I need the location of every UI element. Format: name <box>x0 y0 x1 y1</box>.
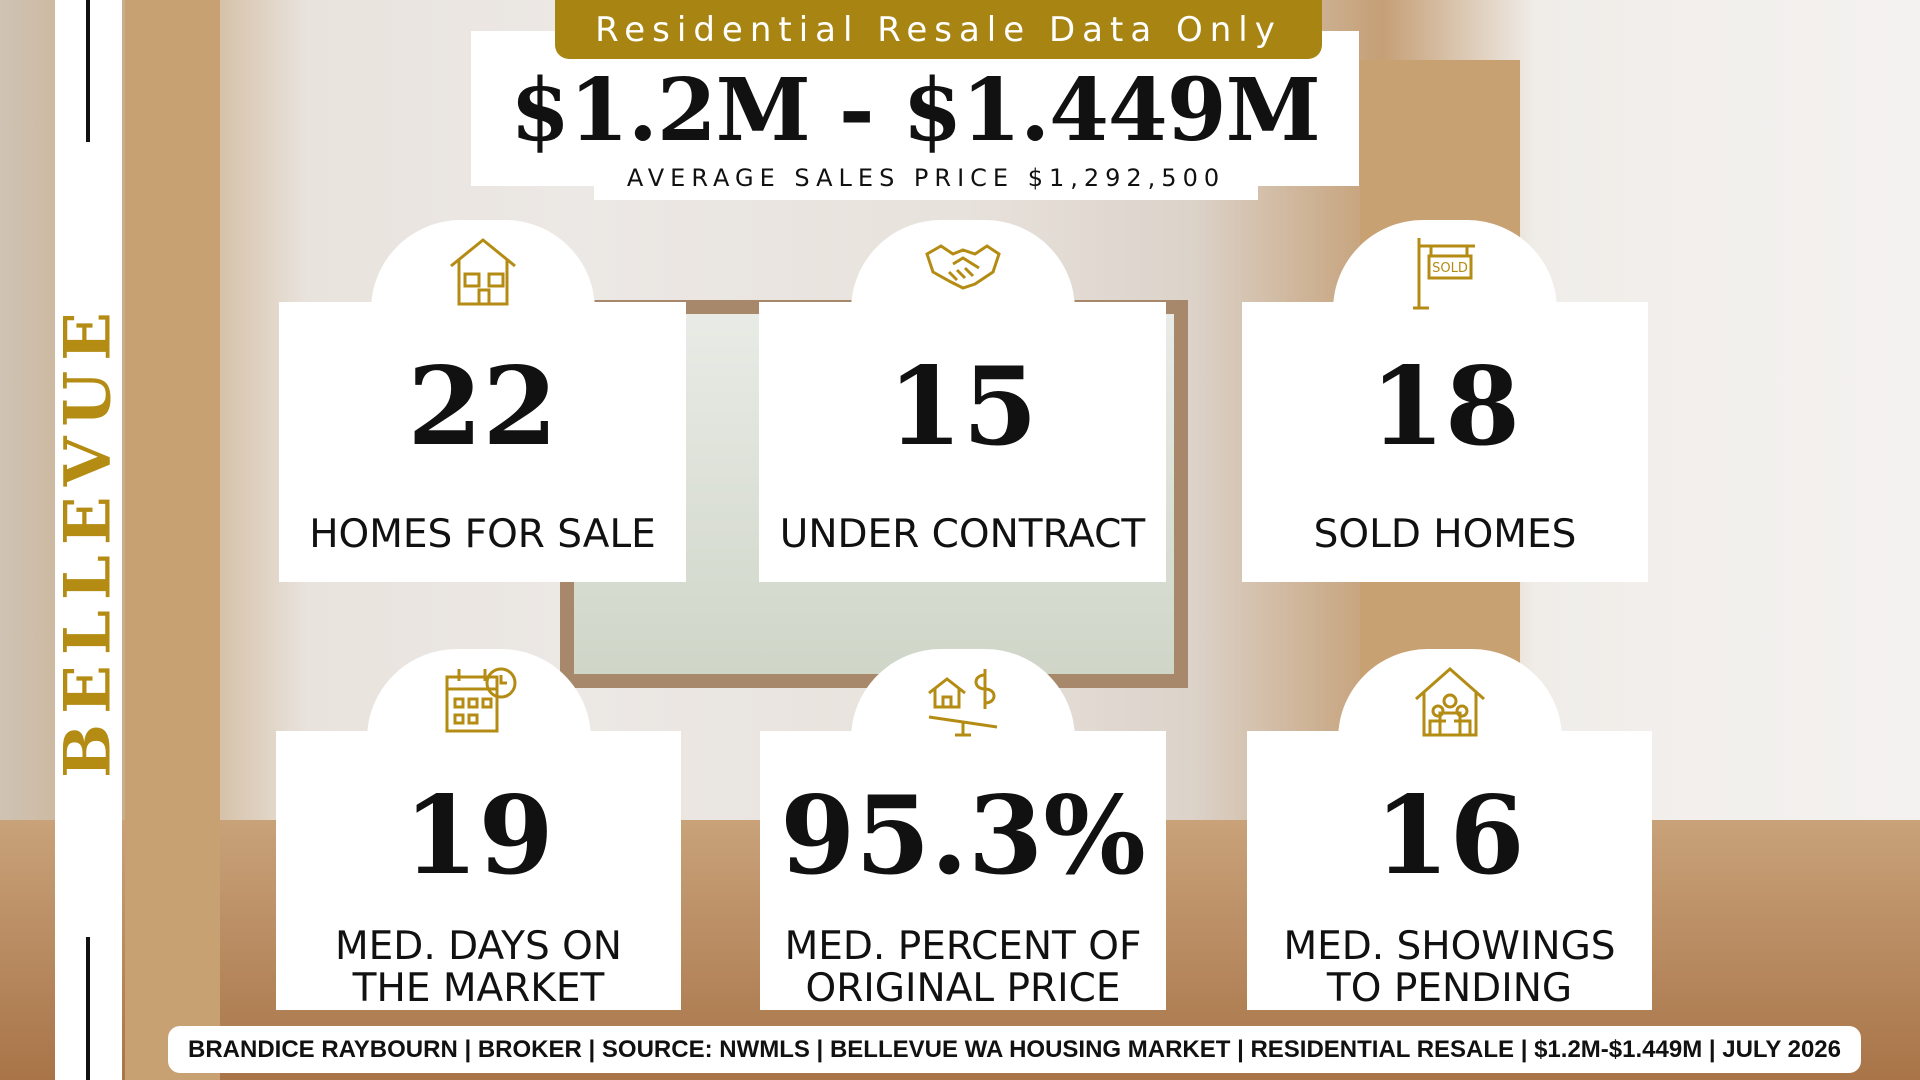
city-name: BELLEVUE <box>50 302 126 778</box>
banner: Residential Resale Data Only <box>555 0 1322 59</box>
stat-label: MED. SHOWINGS <box>1283 924 1616 969</box>
stat-label: ORIGINAL PRICE <box>805 966 1121 1011</box>
stat-card: 15 UNDER CONTRACT <box>759 302 1166 582</box>
stat-label: SOLD HOMES <box>1313 512 1577 557</box>
stat-label: TO PENDING <box>1326 966 1573 1011</box>
price-range: $1.2M - $1.449M <box>510 60 1321 161</box>
stat-value: 95.3% <box>780 773 1146 899</box>
stat-icon <box>445 667 516 733</box>
stat-card: 19 MED. DAYS ON THE MARKET <box>276 731 681 1010</box>
stat-icon <box>928 669 998 737</box>
stat-value: 16 <box>1374 773 1525 899</box>
stat-value: 15 <box>887 344 1038 470</box>
background-beam <box>125 0 220 1080</box>
stat-card: 16 MED. SHOWINGS TO PENDING <box>1247 731 1652 1010</box>
stat-label: UNDER CONTRACT <box>779 512 1146 557</box>
divider-line <box>86 937 90 1080</box>
stat-label: MED. DAYS ON <box>335 924 622 969</box>
stat-icon: SOLD <box>1413 238 1475 310</box>
stat-icon <box>1414 666 1485 737</box>
stat-value: 18 <box>1369 344 1521 470</box>
stat-label: THE MARKET <box>352 966 605 1011</box>
footer: BRANDICE RAYBOURN | BROKER | SOURCE: NWM… <box>168 1026 1861 1073</box>
stat-card: 95.3% MED. PERCENT OF ORIGINAL PRICE <box>760 731 1166 1010</box>
stat-label: HOMES FOR SALE <box>309 512 656 557</box>
stat-icon <box>449 238 516 306</box>
stat-label: MED. PERCENT OF <box>784 924 1142 969</box>
svg-text:SOLD: SOLD <box>1432 261 1468 276</box>
stat-card: 18 SOLD HOMES <box>1242 302 1648 582</box>
stat-value: 22 <box>407 344 558 470</box>
stat-value: 19 <box>403 773 554 899</box>
divider-line <box>86 0 90 142</box>
stat-card: 22 HOMES FOR SALE <box>279 302 686 582</box>
average-price: AVERAGE SALES PRICE $1,292,500 <box>594 156 1258 200</box>
side-stripe <box>55 0 122 1080</box>
stat-icon <box>924 244 1001 290</box>
